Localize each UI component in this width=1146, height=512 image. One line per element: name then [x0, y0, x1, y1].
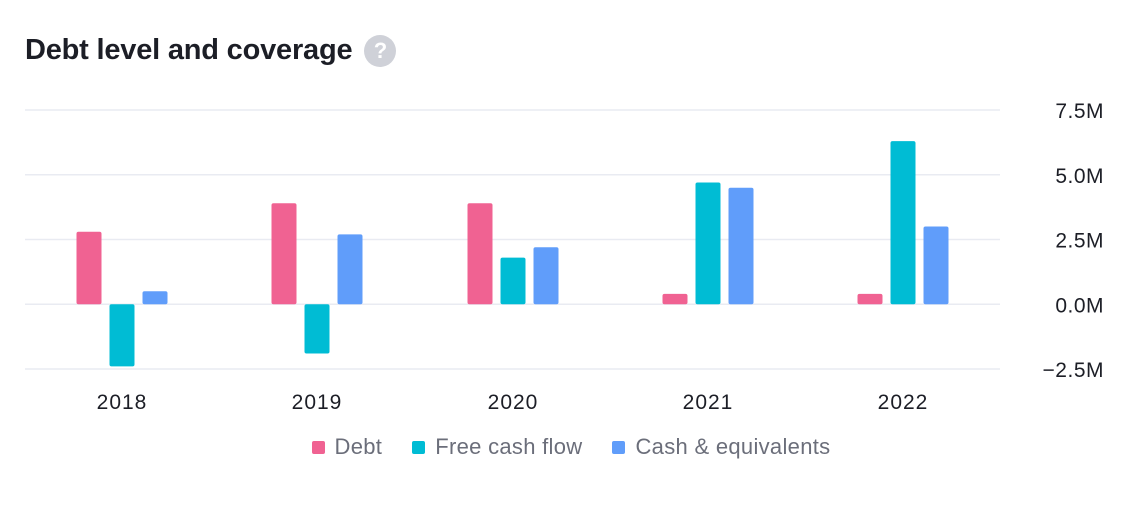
bar-free-cash-flow-2019[interactable] — [304, 304, 330, 354]
legend-item-cash-equivalents[interactable]: Cash & equivalents — [612, 434, 830, 460]
bar-debt-2019[interactable] — [271, 203, 297, 305]
legend-item-debt[interactable]: Debt — [311, 434, 383, 460]
chart-title: Debt level and coverage — [25, 34, 353, 66]
legend-label: Free cash flow — [435, 434, 583, 459]
bar-free-cash-flow-2020[interactable] — [500, 257, 526, 305]
bar-debt-2018[interactable] — [76, 231, 102, 305]
bar-cash-equivalents-2018[interactable] — [142, 291, 168, 305]
x-tick-label: 2020 — [488, 391, 539, 414]
y-tick-label: −2.5M — [1043, 359, 1104, 382]
bar-debt-2022[interactable] — [857, 293, 883, 305]
chart-legend: Debt Free cash flow Cash & equivalents — [0, 434, 1146, 460]
x-tick-label: 2019 — [292, 391, 343, 414]
chart-header: Debt level and coverage ? — [25, 34, 397, 67]
bar-free-cash-flow-2022[interactable] — [890, 141, 916, 305]
legend-swatch — [311, 440, 325, 454]
y-tick-label: 7.5M — [1055, 100, 1104, 123]
legend-item-free-cash-flow[interactable]: Free cash flow — [412, 434, 582, 460]
bar-debt-2020[interactable] — [467, 203, 493, 305]
y-tick-label: 0.0M — [1055, 294, 1104, 317]
x-tick-label: 2021 — [683, 391, 734, 414]
bar-cash-equivalents-2020[interactable] — [533, 247, 559, 305]
legend-label: Debt — [334, 434, 383, 459]
bar-free-cash-flow-2018[interactable] — [109, 304, 135, 367]
question-mark-icon[interactable]: ? — [364, 34, 397, 67]
x-tick-label: 2018 — [97, 391, 148, 414]
bar-cash-equivalents-2022[interactable] — [923, 226, 949, 305]
legend-swatch — [412, 440, 426, 454]
x-tick-label: 2022 — [878, 391, 929, 414]
legend-swatch — [612, 440, 626, 454]
y-tick-label: 2.5M — [1055, 230, 1104, 253]
bar-debt-2021[interactable] — [662, 293, 688, 305]
bar-cash-equivalents-2021[interactable] — [728, 187, 754, 305]
y-tick-label: 5.0M — [1055, 165, 1104, 188]
bar-free-cash-flow-2021[interactable] — [695, 182, 721, 305]
legend-label: Cash & equivalents — [635, 434, 831, 459]
bar-cash-equivalents-2019[interactable] — [337, 234, 363, 305]
